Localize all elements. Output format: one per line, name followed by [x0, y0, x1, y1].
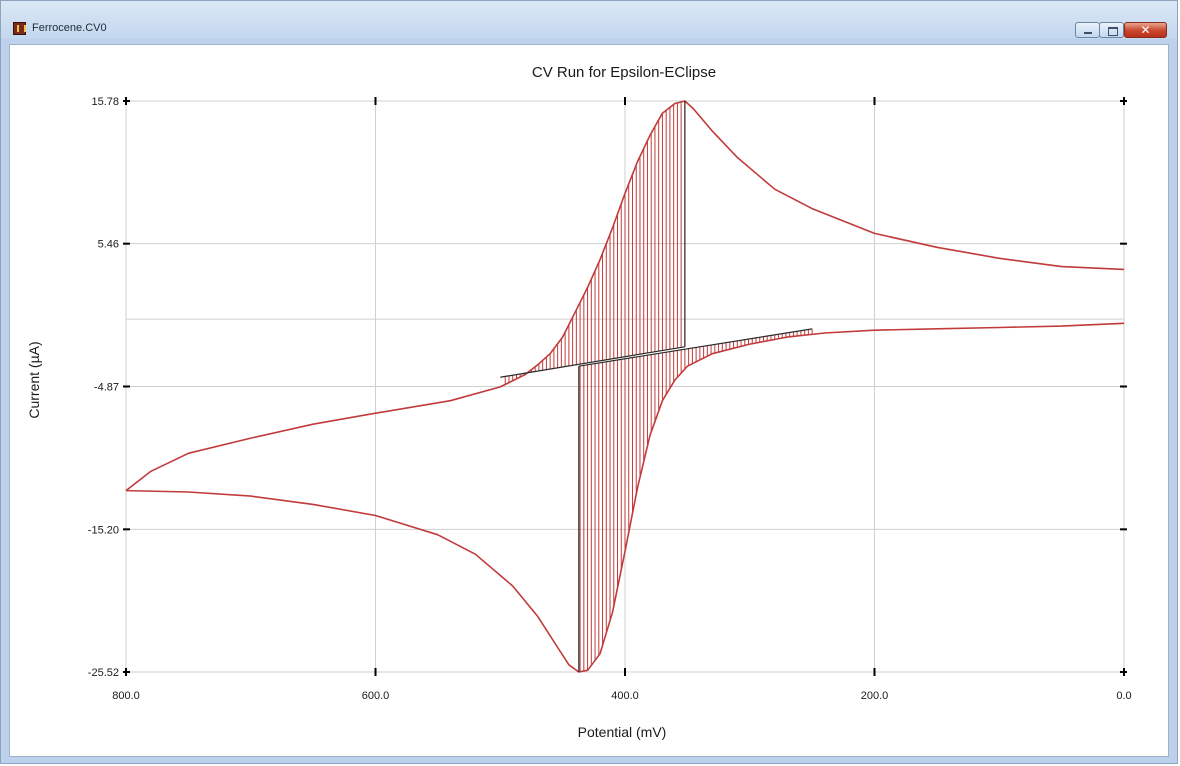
tick-labels: 800.0 600.0 400.0 200.0 0.0 15.78 5.46 -4.87 -15… [88, 96, 1132, 702]
chart-title: CV Run for Epsilon-EClipse [532, 64, 716, 81]
window-title: Ferrocene.CV0 [32, 22, 107, 34]
minimize-button[interactable] [1075, 22, 1100, 38]
axes [123, 97, 1127, 676]
x-tick-label: 600.0 [362, 690, 390, 702]
baselines [500, 101, 813, 672]
app-logo-icon [13, 22, 26, 35]
x-axis-label: Potential (mV) [578, 724, 667, 740]
reduction-sweep-line [125, 322, 1125, 673]
y-axis-label: Current (µA) [26, 341, 42, 418]
x-tick-label: 800.0 [112, 690, 140, 702]
x-tick-label: 400.0 [611, 690, 639, 702]
maximize-button[interactable] [1099, 22, 1124, 38]
chart-panel: 800.0 600.0 400.0 200.0 0.0 15.78 5.46 -4.87 -15… [9, 44, 1169, 757]
oxidation-baseline [500, 346, 685, 378]
close-icon: ✕ [1140, 23, 1151, 37]
y-tick-label: 15.78 [91, 96, 119, 108]
title-bar[interactable]: Ferrocene.CV0 ✕ [1, 1, 1177, 39]
close-button[interactable]: ✕ [1124, 22, 1167, 38]
y-tick-label: 5.46 [98, 239, 119, 251]
cv-chart: 800.0 600.0 400.0 200.0 0.0 15.78 5.46 -4.87 -15… [26, 64, 1132, 740]
minimize-icon [1084, 32, 1092, 34]
y-tick-label: -4.87 [94, 382, 119, 394]
reduction-baseline [578, 328, 813, 367]
oxidation-sweep-line [125, 100, 1125, 492]
y-tick-label: -15.20 [88, 524, 119, 536]
x-tick-label: 0.0 [1116, 690, 1131, 702]
series [125, 100, 1125, 673]
y-tick-label: -25.52 [88, 667, 119, 679]
maximize-icon [1108, 27, 1118, 36]
x-tick-label: 200.0 [861, 690, 889, 702]
